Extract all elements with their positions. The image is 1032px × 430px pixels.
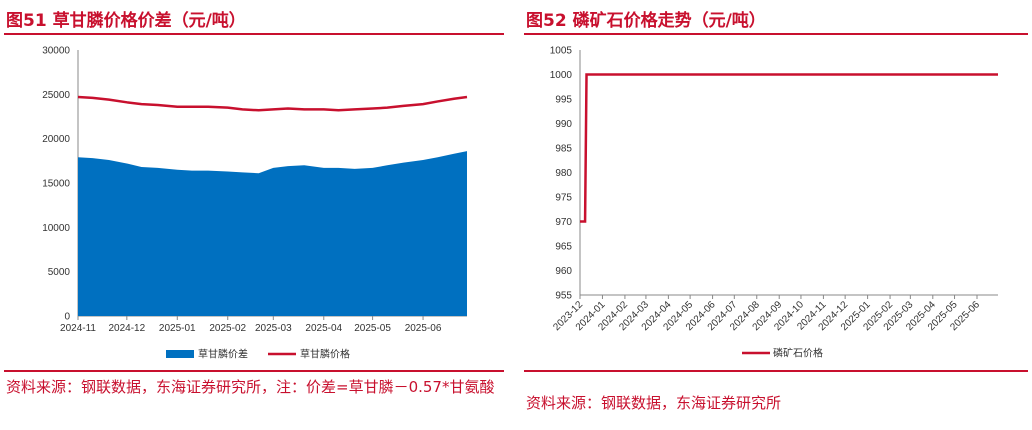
y-tick-label: 25000 [42, 90, 70, 101]
legend-label-price: 草甘膦价格 [300, 348, 350, 361]
y-tick-label: 985 [555, 144, 572, 155]
legend-label-phosphate: 磷矿石价格 [773, 347, 823, 360]
source-rule [524, 370, 1028, 372]
source-rule [4, 370, 504, 372]
glyphosate-chart: 0 5000 10000 15000 20000 25000 30000 2024-11 202… [42, 46, 468, 361]
x-tick-label: 2024-11 [60, 323, 96, 334]
right-panel: 图52 磷矿石价格走势（元/吨） 955 960 965 970 975 980 985 99… [520, 0, 1032, 430]
chart-title: 图51 草甘膦价格价差（元/吨） [6, 11, 246, 31]
spread-area [78, 151, 467, 316]
y-tick-label: 965 [555, 242, 572, 253]
price-line [77, 95, 468, 112]
x-tick-label: 2025-02 [209, 323, 246, 334]
y-tick-label: 955 [555, 291, 572, 302]
source-note: 资料来源：钢联数据，东海证券研究所 [526, 394, 782, 412]
source-note: 资料来源：钢联数据，东海证券研究所，注：价差=草甘膦－0.57*甘氨酸 [6, 378, 495, 396]
y-tick-label: 970 [555, 217, 572, 228]
x-tick-label: 2025-01 [159, 323, 196, 334]
y-tick-label: 990 [555, 119, 572, 130]
x-tick-label: 2025-04 [305, 323, 342, 334]
title-rule [524, 33, 1028, 35]
y-tick-label: 995 [555, 95, 572, 106]
x-tick-label: 2025-05 [354, 323, 391, 334]
y-tick-label: 10000 [42, 223, 70, 234]
x-tick-label: 2025-03 [255, 323, 292, 334]
title-rule [4, 33, 504, 35]
y-tick-label: 15000 [42, 179, 70, 190]
legend-label-spread: 草甘膦价差 [198, 348, 248, 361]
phosphate-price-line [580, 73, 998, 223]
phosphate-rock-chart: 955960965970975980985990995100010052023-… [550, 46, 998, 360]
chart-title: 图52 磷矿石价格走势（元/吨） [526, 11, 766, 31]
y-tick-label: 1000 [550, 70, 573, 81]
left-panel: 图51 草甘膦价格价差（元/吨） 0 5000 10000 15000 20000 250… [0, 0, 508, 430]
y-tick-label: 975 [555, 193, 572, 204]
x-tick-label: 2024-12 [108, 323, 145, 334]
y-tick-label: 20000 [42, 134, 70, 145]
y-tick-label: 980 [555, 168, 572, 179]
y-tick-label: 0 [64, 312, 70, 323]
y-tick-label: 5000 [48, 267, 71, 278]
y-tick-label: 30000 [42, 46, 70, 57]
y-tick-label: 960 [555, 266, 572, 277]
x-tick-label: 2025-06 [405, 323, 442, 334]
legend-swatch-spread [166, 350, 194, 358]
y-tick-label: 1005 [550, 46, 573, 57]
